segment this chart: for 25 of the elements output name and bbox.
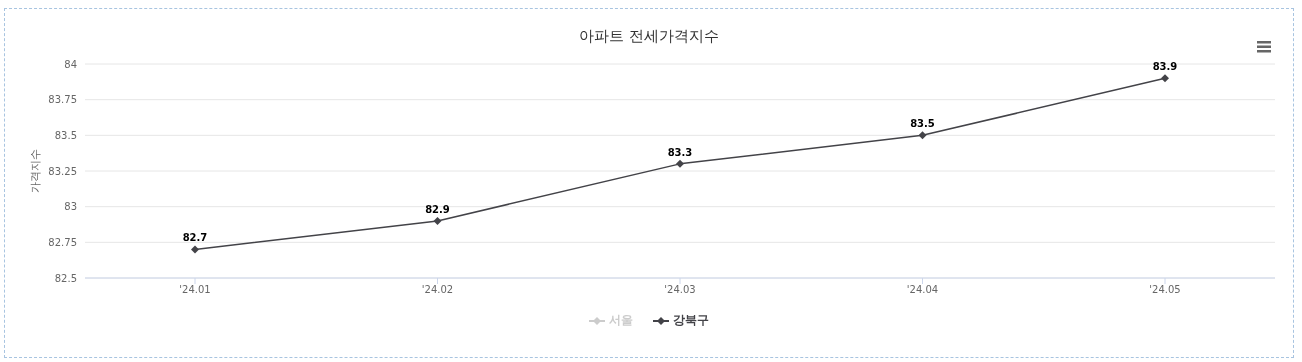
- data-label: 83.3: [667, 146, 693, 158]
- y-tick-label: 84: [64, 58, 77, 70]
- point: [1161, 74, 1169, 83]
- legend-label: 강북구: [673, 312, 709, 329]
- x-tick-label: '24.01: [179, 284, 211, 296]
- y-tick-label: 83.75: [48, 94, 77, 106]
- data-label: 83.5: [910, 118, 935, 130]
- y-tick-label: 82.5: [54, 272, 77, 284]
- y-tick-label: 82.75: [48, 236, 77, 248]
- data-label: 83.9: [1152, 61, 1178, 73]
- x-tick-label: '24.04: [906, 284, 939, 296]
- y-tick-label: 83.5: [54, 129, 77, 141]
- x-tick-label: '24.03: [664, 284, 696, 296]
- data-label: 82.7: [182, 232, 208, 244]
- chart-title: 아파트 전세가격지수: [578, 26, 720, 46]
- point: [433, 216, 442, 225]
- x-tick-label: '24.05: [1149, 284, 1181, 296]
- data-label: 82.9: [425, 203, 450, 215]
- y-tick-label: 83: [64, 201, 77, 213]
- point: [191, 245, 199, 254]
- x-tick-label: '24.02: [421, 284, 454, 296]
- y-axis-title: 가격지수: [28, 149, 42, 193]
- y-tick-label: 83.25: [48, 165, 77, 177]
- point: [676, 159, 684, 168]
- point: [918, 131, 927, 140]
